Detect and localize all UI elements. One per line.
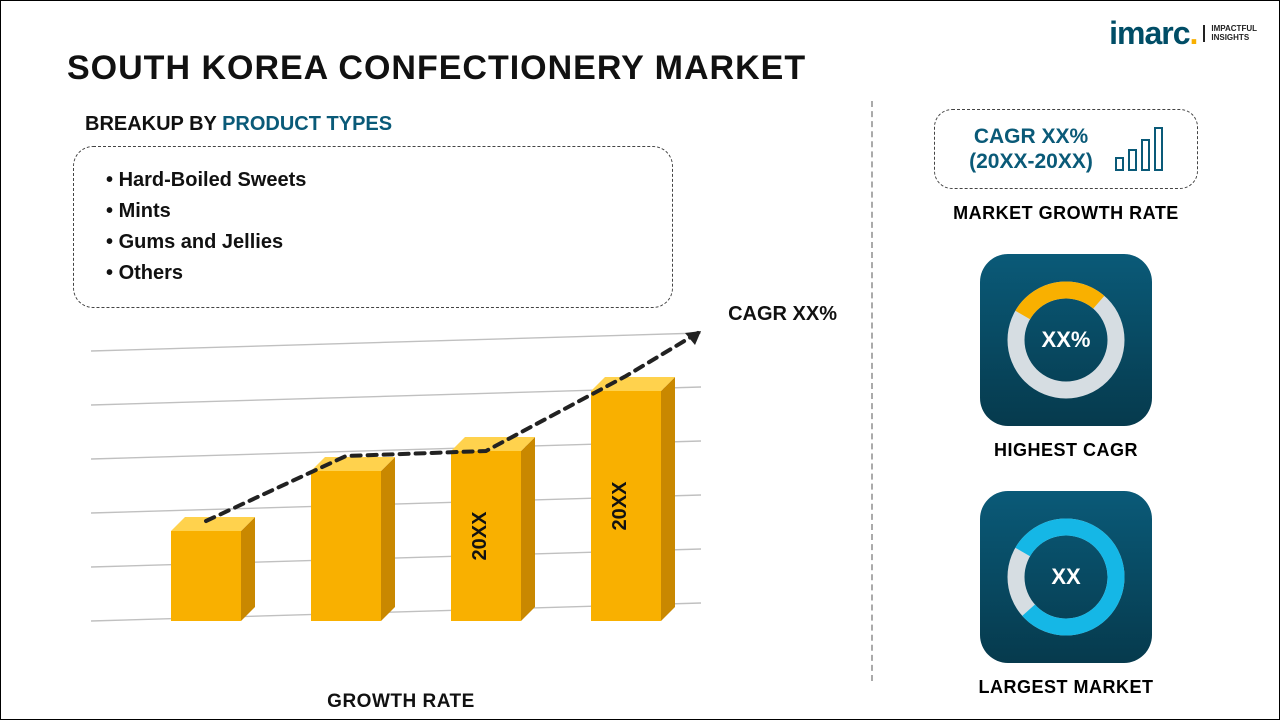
right-column: CAGR XX% (20XX-20XX) MARKET GROWTH RATE … [906,109,1226,698]
cagr-text: CAGR XX% (20XX-20XX) [969,124,1093,174]
list-item: Mints [106,196,640,227]
list-item: Others [106,258,640,289]
chart-caption: GROWTH RATE [81,691,721,713]
growth-chart: CAGR XX% 20XX20XX GROWTH RATE [81,321,721,681]
list-item: Gums and Jellies [106,227,640,258]
cagr-box: CAGR XX% (20XX-20XX) [934,109,1198,189]
brand-tagline: IMPACTFULINSIGHTS [1203,25,1257,43]
growth-rate-label: MARKET GROWTH RATE [953,203,1179,224]
brand-logo: imarc. IMPACTFULINSIGHTS [1109,15,1257,52]
page-title: SOUTH KOREA CONFECTIONERY MARKET [67,49,806,88]
breakup-accent: PRODUCT TYPES [222,113,392,135]
breakup-heading: BREAKUP BY PRODUCT TYPES [85,113,392,136]
svg-text:20XX: 20XX [609,481,631,531]
mini-bars-icon [1115,127,1163,171]
svg-text:20XX: 20XX [469,511,491,561]
brand-name: imarc. [1109,15,1197,52]
chart-cagr-label: CAGR XX% [728,303,837,326]
list-item: Hard-Boiled Sweets [106,165,640,196]
highest-cagr-label: HIGHEST CAGR [994,440,1138,461]
bar-chart-svg: 20XX 20XX [81,321,721,661]
donut-largest-value: XX [1051,564,1080,590]
highest-cagr-card: XX% [980,254,1152,426]
largest-market-card: XX [980,491,1152,663]
product-types-box: Hard-Boiled Sweets Mints Gums and Jellie… [73,146,673,308]
largest-market-label: LARGEST MARKET [979,677,1154,698]
donut-highest-value: XX% [1042,327,1091,353]
product-types-list: Hard-Boiled Sweets Mints Gums and Jellie… [106,165,640,289]
breakup-prefix: BREAKUP BY [85,113,222,135]
divider [871,101,873,681]
